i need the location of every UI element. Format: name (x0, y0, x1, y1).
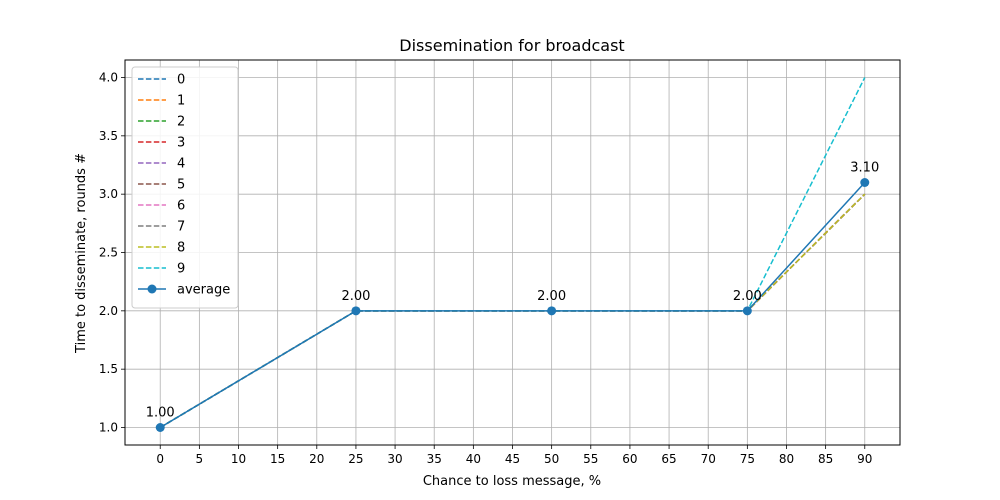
y-tick-label: 3.5 (99, 129, 118, 143)
x-tick-label: 35 (427, 452, 442, 466)
x-axis-label: Chance to loss message, % (423, 474, 601, 489)
x-tick-label: 70 (701, 452, 716, 466)
series-point-average (155, 423, 165, 432)
series-point-average (351, 306, 361, 316)
x-tick-label: 0 (156, 452, 164, 466)
data-label: 1.00 (146, 406, 175, 421)
x-tick-label: 80 (779, 452, 794, 466)
x-tick-label: 55 (583, 452, 598, 466)
series-point-average (860, 178, 870, 187)
x-tick-label: 15 (270, 452, 285, 466)
series-point-average (547, 306, 557, 316)
legend-label-average: average (177, 283, 230, 298)
series-layer (155, 77, 870, 432)
data-label: 3.10 (850, 161, 879, 176)
legend-label-3: 3 (177, 136, 185, 151)
y-axis-label: Time to disseminate, rounds # (74, 153, 89, 354)
legend-label-8: 8 (177, 241, 185, 256)
y-tick-label: 1.5 (99, 362, 118, 376)
x-tick-label: 25 (348, 452, 363, 466)
x-tick-label: 5 (196, 452, 204, 466)
x-tick-label: 20 (309, 452, 324, 466)
x-tick-label: 30 (387, 452, 402, 466)
y-tick-label: 2.5 (99, 246, 118, 260)
legend-label-5: 5 (177, 178, 185, 193)
data-label: 2.00 (733, 289, 762, 304)
x-tick-label: 50 (544, 452, 559, 466)
legend-label-0: 0 (177, 73, 185, 88)
legend-label-6: 6 (177, 199, 185, 214)
data-label: 2.00 (537, 289, 566, 304)
x-tick-label: 75 (740, 452, 755, 466)
ticks: 0 5 10 15 20 25 30 35 40 45 50 55 60 65 70 75 80 85 901.01… (99, 71, 873, 467)
legend-label-2: 2 (177, 115, 185, 130)
series-point-average (742, 306, 752, 316)
x-tick-label: 60 (622, 452, 637, 466)
legend-label-7: 7 (177, 220, 185, 235)
x-tick-label: 45 (505, 452, 520, 466)
y-tick-label: 2.0 (99, 304, 118, 318)
x-tick-label: 65 (661, 452, 676, 466)
x-tick-label: 85 (818, 452, 833, 466)
x-tick-label: 40 (466, 452, 481, 466)
legend-label-9: 9 (177, 262, 185, 277)
legend-label-1: 1 (177, 94, 185, 109)
x-tick-label: 90 (857, 452, 872, 466)
legend-marker-average (147, 284, 157, 294)
y-tick-label: 1.0 (99, 421, 118, 435)
data-labels: 1.00 2.00 2.00 2.00 3.10 (146, 161, 879, 421)
y-tick-label: 3.0 (99, 187, 118, 201)
data-label: 2.00 (341, 289, 370, 304)
chart-title: Dissemination for broadcast (399, 36, 624, 55)
y-tick-label: 4.0 (99, 71, 118, 85)
legend-label-4: 4 (177, 157, 185, 172)
legend: 0 1 2 3 4 5 6 7 8 9 average (131, 66, 239, 309)
x-tick-label: 10 (231, 452, 246, 466)
